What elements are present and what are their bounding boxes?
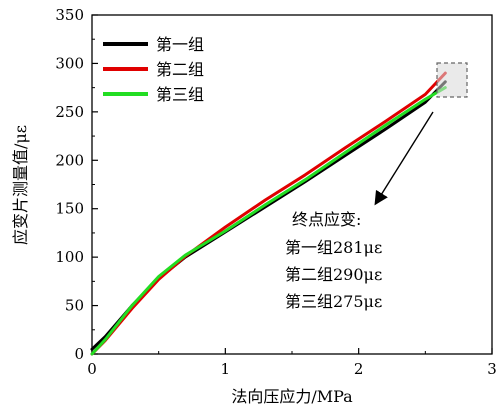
legend-label-3: 第三组	[156, 85, 204, 104]
endpoint-highlight-box	[436, 62, 468, 98]
y-tick-label: 350	[55, 6, 84, 24]
y-tick-label: 200	[55, 151, 84, 169]
x-tick-label: 0	[87, 360, 97, 378]
series-line-3	[90, 86, 447, 356]
legend-label-1: 第一组	[156, 35, 204, 54]
series-line-2	[90, 71, 447, 356]
legend-label-2: 第二组	[156, 60, 204, 79]
x-tick-label: 3	[487, 360, 496, 378]
x-axis-label: 法向压应力/MPa	[231, 387, 353, 406]
y-tick-label: 0	[74, 345, 84, 363]
x-tick-label: 2	[354, 360, 364, 378]
series-group	[90, 71, 447, 356]
annotation-arrow	[374, 111, 434, 206]
y-axis-label: 应变片测量值/με	[11, 125, 30, 245]
legend: 第一组 第二组 第三组	[103, 35, 204, 104]
annotation-line-2: 第二组290με	[285, 265, 382, 284]
y-tick-label: 250	[55, 103, 84, 121]
annotation-line-3: 第三组275με	[285, 292, 382, 311]
y-tick-label: 150	[55, 200, 84, 218]
axis-ticks: 0 1 2 3 0 50 100 150 200 250 300 350	[55, 6, 496, 378]
annotation-title: 终点应变:	[292, 210, 361, 229]
annotation-line-1: 第一组281με	[285, 238, 382, 257]
y-tick-label: 300	[55, 54, 84, 72]
y-tick-label: 100	[55, 248, 84, 266]
y-tick-label: 50	[65, 297, 84, 315]
x-tick-label: 1	[221, 360, 231, 378]
